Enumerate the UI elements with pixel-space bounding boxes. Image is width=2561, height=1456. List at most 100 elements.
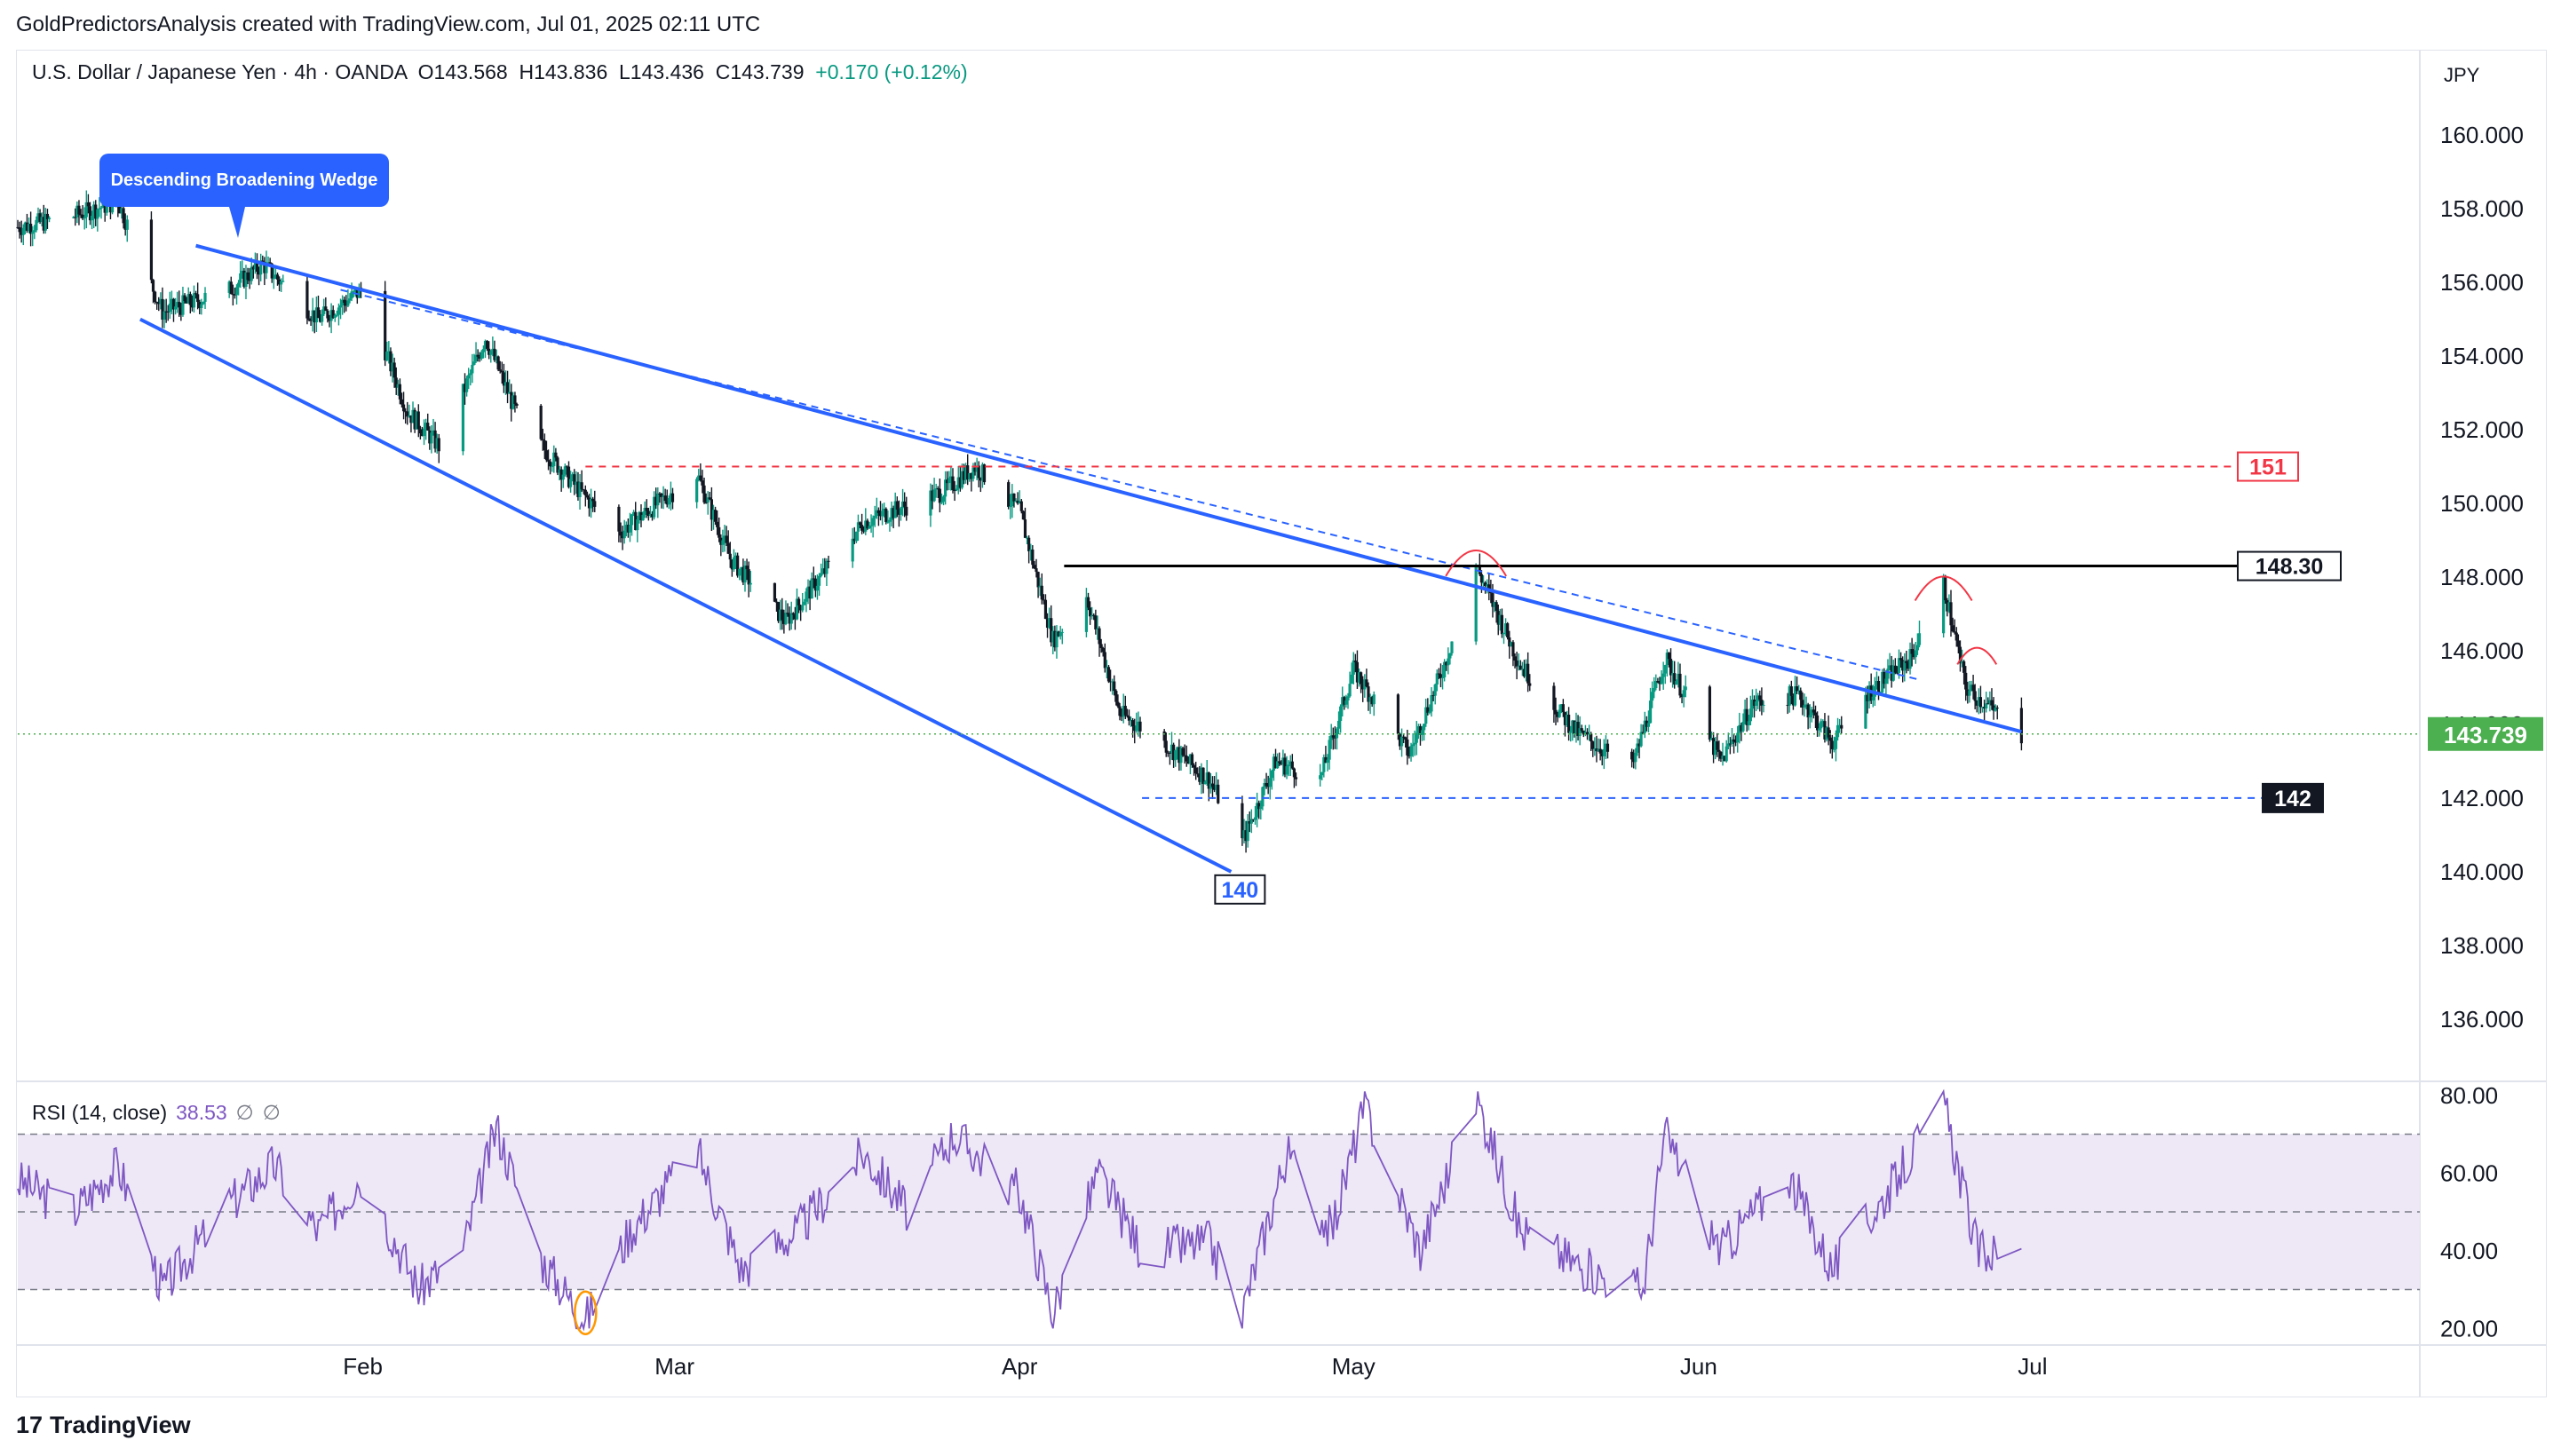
candle-body	[966, 465, 970, 479]
candle-body	[1190, 754, 1194, 765]
candle-body	[968, 472, 971, 479]
label-140-box	[1214, 874, 1266, 905]
candle-body	[745, 566, 749, 570]
candle-body	[1665, 653, 1669, 666]
candle-body	[1244, 830, 1248, 842]
candle-body	[1336, 720, 1341, 729]
candle-body	[96, 209, 99, 219]
candle-body	[639, 511, 643, 521]
candle-body	[1257, 803, 1261, 810]
candle-body	[384, 290, 387, 360]
candle-body	[1791, 695, 1796, 706]
level-label-box	[2237, 451, 2299, 482]
candle-body	[471, 364, 474, 374]
candle-body	[1818, 728, 1821, 731]
candle-body	[982, 464, 987, 483]
candle-body	[876, 510, 881, 514]
rsi-legend[interactable]: RSI (14, close) 38.53 ∅ ∅	[32, 1101, 281, 1125]
candle-body	[268, 262, 272, 264]
candle-body	[151, 280, 155, 292]
last-price-label: 143.739	[2444, 722, 2527, 748]
candle-body	[563, 466, 567, 475]
candle-body	[505, 382, 510, 394]
candle-body	[1905, 661, 1908, 663]
candle-body	[203, 292, 207, 302]
candle-body	[556, 457, 559, 473]
candle-body	[730, 559, 733, 570]
candle-body	[1914, 650, 1917, 658]
candle-body	[1129, 720, 1133, 722]
candle-body	[1019, 501, 1023, 511]
candle-body	[79, 214, 83, 216]
candle-body	[858, 522, 862, 526]
candle-body	[500, 370, 503, 373]
candle-body	[1990, 700, 1994, 706]
candle-body	[1443, 661, 1447, 677]
currency-label[interactable]: JPY	[2444, 64, 2480, 86]
candle-body	[483, 341, 488, 350]
candle-body	[1431, 695, 1435, 697]
tradingview-logo[interactable]: 17 TradingView	[16, 1412, 191, 1439]
candle-body	[1198, 774, 1201, 782]
candle-body	[1591, 741, 1595, 749]
symbol-legend[interactable]: U.S. Dollar / Japanese Yen · 4h · OANDA …	[32, 60, 968, 84]
candle-body	[318, 318, 322, 322]
candle-body	[1881, 671, 1884, 692]
candle-body	[1116, 701, 1120, 707]
candle-body	[157, 302, 161, 305]
rsi-tick-label: 60.00	[2440, 1159, 2498, 1186]
time-tick-label: Jun	[1680, 1353, 1717, 1380]
candle-body	[1678, 673, 1682, 696]
candle-body	[1181, 748, 1185, 756]
candle-body	[480, 352, 483, 359]
candle-body	[1018, 501, 1021, 504]
candle-body	[938, 488, 941, 503]
candle-body	[331, 310, 335, 318]
candle-body	[793, 614, 797, 620]
candle-body	[1980, 707, 1985, 708]
candle-body	[88, 206, 92, 221]
candle-body	[1402, 736, 1406, 738]
candle-body	[493, 348, 496, 360]
candle-body	[474, 354, 478, 362]
candle-body	[546, 460, 551, 462]
candle-body	[1114, 691, 1118, 702]
candle-body	[1053, 630, 1057, 648]
candle-body	[825, 560, 829, 574]
candle-body	[1600, 753, 1604, 756]
candle-body	[897, 510, 900, 515]
candle-body	[396, 384, 400, 388]
candle-body	[1404, 737, 1407, 740]
ohlc-close: C143.739	[715, 60, 805, 83]
candle-body	[1709, 738, 1714, 740]
tradingview-logo-icon: 17	[16, 1412, 44, 1438]
candle-body	[255, 260, 259, 272]
ohlc-high: H143.836	[519, 60, 608, 83]
candle-body	[1569, 731, 1573, 733]
candle-body	[515, 403, 519, 406]
candle-body	[394, 377, 398, 388]
pattern-arc	[1956, 646, 1998, 665]
candle-body	[806, 586, 810, 592]
candle-body	[1711, 738, 1716, 756]
candle-body	[86, 202, 90, 207]
candle-body	[18, 227, 21, 233]
candle-body	[1176, 747, 1179, 751]
rsi-line	[17, 1088, 2022, 1332]
candle-body	[1524, 663, 1528, 677]
rsi-ma2: ∅	[262, 1101, 281, 1124]
candle-body	[326, 310, 329, 319]
candle-body	[1409, 746, 1413, 756]
trendline-wedge-upper	[195, 243, 2022, 734]
candle-body	[1186, 761, 1190, 764]
candle-body	[1027, 537, 1031, 551]
candle-body	[1177, 747, 1181, 764]
candle-body	[272, 278, 275, 280]
candle-body	[176, 302, 179, 307]
candle-body	[253, 260, 258, 270]
candle-body	[1333, 737, 1336, 739]
candle-body	[21, 227, 25, 235]
candle-body	[1830, 740, 1834, 749]
candle-body	[75, 205, 79, 218]
